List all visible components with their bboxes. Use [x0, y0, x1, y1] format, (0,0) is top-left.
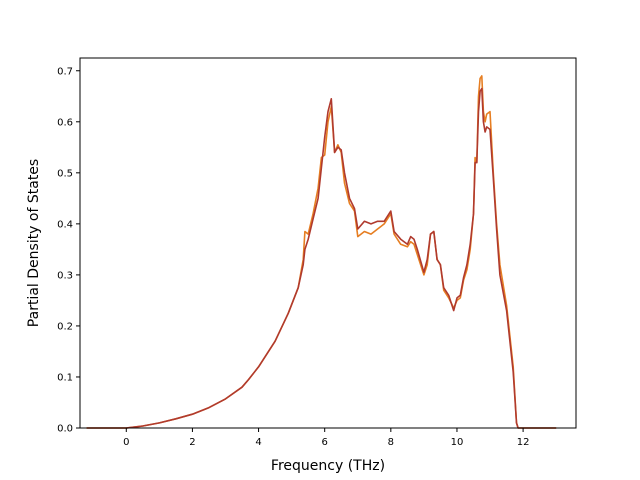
y-tick-label: 0.3: [57, 270, 73, 281]
y-tick-label: 0.0: [57, 424, 73, 435]
series-layer: [86, 75, 557, 429]
y-axis-ticks: 0.0 0.1 0.2 0.3 0.4 0.5 0.6 0.7: [57, 66, 80, 435]
y-tick-label: 0.7: [57, 66, 73, 77]
y-tick-label: 0.5: [57, 168, 73, 179]
y-tick-label: 0.6: [57, 117, 73, 128]
plot-frame: [79, 57, 577, 429]
y-axis-label: Partial Density of States: [26, 159, 42, 327]
y-tick-label: 0.4: [57, 219, 73, 230]
y-tick-label: 0.2: [57, 321, 73, 332]
x-tick-label: 0: [123, 437, 129, 448]
y-tick-label: 0.1: [57, 372, 73, 383]
x-tick-label: 4: [255, 437, 261, 448]
x-axis-ticks: 0 2 4 6 8 10 12: [123, 428, 529, 448]
x-tick-label: 2: [189, 437, 195, 448]
x-axis-label: Frequency (THz): [271, 458, 385, 474]
x-tick-label: 6: [322, 437, 328, 448]
x-tick-label: 10: [451, 437, 464, 448]
series-line-2: [86, 87, 557, 429]
x-tick-label: 12: [517, 437, 530, 448]
x-tick-label: 8: [388, 437, 394, 448]
